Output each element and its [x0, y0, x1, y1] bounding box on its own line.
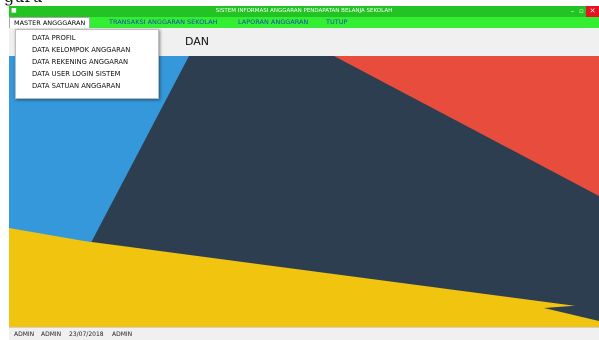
status-name: ADMIN — [41, 331, 62, 338]
menu-item-data-satuan-anggaran[interactable]: DATA SATUAN ANGGARAN — [32, 82, 121, 90]
app-window: ■ SISTEM INFORMASI ANGGARAN PENDAPATAN B… — [9, 6, 599, 340]
menu-item-data-user-login-sistem[interactable]: DATA USER LOGIN SISTEM — [32, 70, 121, 78]
menu-bar: MASTER ANGGGARAN TRANSAKSI ANGGARAN SEKO… — [9, 17, 599, 28]
menu-master-anggaran[interactable]: MASTER ANGGGARAN — [9, 17, 91, 28]
menu-transaksi-anggaran[interactable]: TRANSAKSI ANGGARAN SEKOLAH — [109, 18, 218, 26]
status-bar: ADMIN ADMIN 23/07/2018 ADMIN — [9, 327, 599, 340]
master-anggaran-dropdown: DATA PROFIL DATA KELOMPOK ANGGARAN DATA … — [15, 29, 159, 99]
app-icon: ■ — [11, 7, 17, 14]
page-top-crop: guru — [0, 0, 599, 6]
title-bar[interactable]: ■ SISTEM INFORMASI ANGGARAN PENDAPATAN B… — [9, 6, 599, 17]
wallpaper-background — [9, 56, 599, 327]
wallpaper-blue-shape — [9, 56, 189, 268]
menu-item-data-rekening-anggaran[interactable]: DATA REKENING ANGGARAN — [32, 58, 129, 66]
window-title: SISTEM INFORMASI ANGGARAN PENDAPATAN BEL… — [215, 8, 393, 14]
menu-laporan-anggaran[interactable]: LAPORAN ANGGARAN — [238, 18, 309, 26]
wallpaper-navy-sliver — [544, 304, 599, 321]
close-button[interactable]: ✕ — [586, 6, 599, 17]
status-role: ADMIN — [112, 331, 133, 338]
status-date: 23/07/2018 — [69, 331, 104, 338]
minimize-button[interactable]: – — [570, 7, 575, 15]
menu-item-data-kelompok-anggaran[interactable]: DATA KELOMPOK ANGGARAN — [32, 46, 131, 54]
menu-tutup[interactable]: TUTUP — [326, 18, 348, 26]
menu-item-data-profil[interactable]: DATA PROFIL — [32, 34, 76, 42]
header-title: DAN — [185, 35, 210, 48]
status-user: ADMIN — [14, 331, 35, 338]
maximize-button[interactable]: ▫ — [579, 7, 584, 15]
wallpaper-yellow-shape — [9, 228, 599, 327]
cropped-text: guru — [4, 0, 43, 6]
wallpaper-red-shape — [334, 56, 599, 196]
